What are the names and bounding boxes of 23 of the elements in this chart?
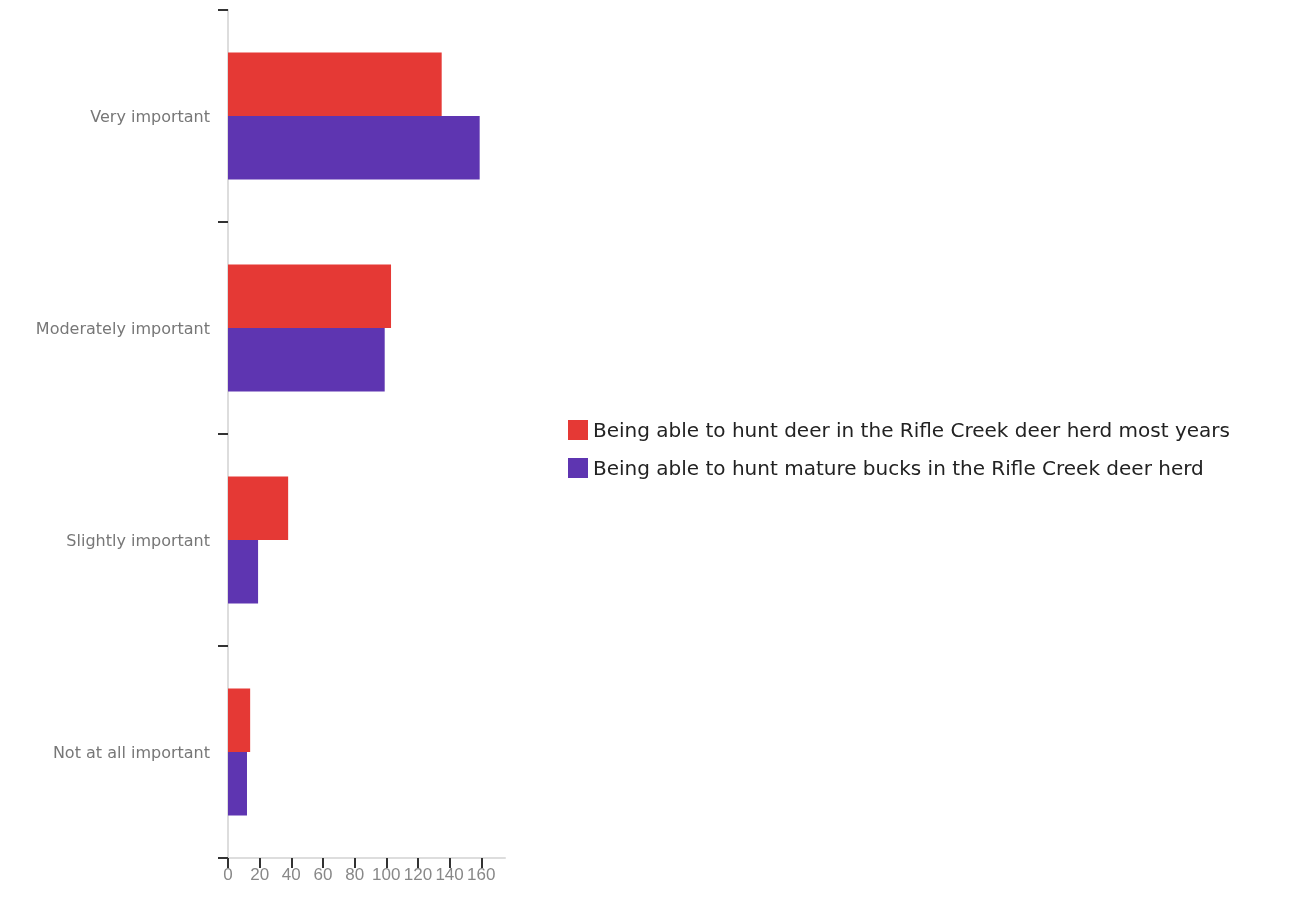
x-tick-label: 80 [345, 865, 365, 884]
legend-label: Being able to hunt deer in the Rifle Creek deer herd most years [593, 418, 1230, 442]
x-tick-label: 140 [435, 865, 464, 884]
x-tick-label: 40 [281, 865, 301, 884]
x-tick-label: 100 [372, 865, 401, 884]
y-tick-label: Not at all important [52, 742, 210, 762]
bar [228, 688, 251, 752]
bar [228, 328, 385, 392]
x-tick-label: 60 [313, 865, 333, 884]
bar [228, 540, 259, 604]
x-tick-label: 0 [223, 865, 233, 884]
y-tick-label: Moderately important [35, 318, 210, 338]
x-tick-label: 160 [467, 865, 496, 884]
bar [228, 264, 392, 328]
x-tick-label: 120 [403, 865, 433, 884]
bar [228, 752, 247, 816]
y-tick-label: Very important [90, 106, 210, 126]
y-tick-label: Slightly important [66, 530, 210, 550]
bar [228, 52, 442, 116]
bar [228, 116, 480, 180]
bar [228, 476, 289, 540]
legend-label: Being able to hunt mature bucks in the Rifle Creek deer herd [593, 456, 1204, 480]
x-tick-label: 20 [250, 865, 270, 884]
